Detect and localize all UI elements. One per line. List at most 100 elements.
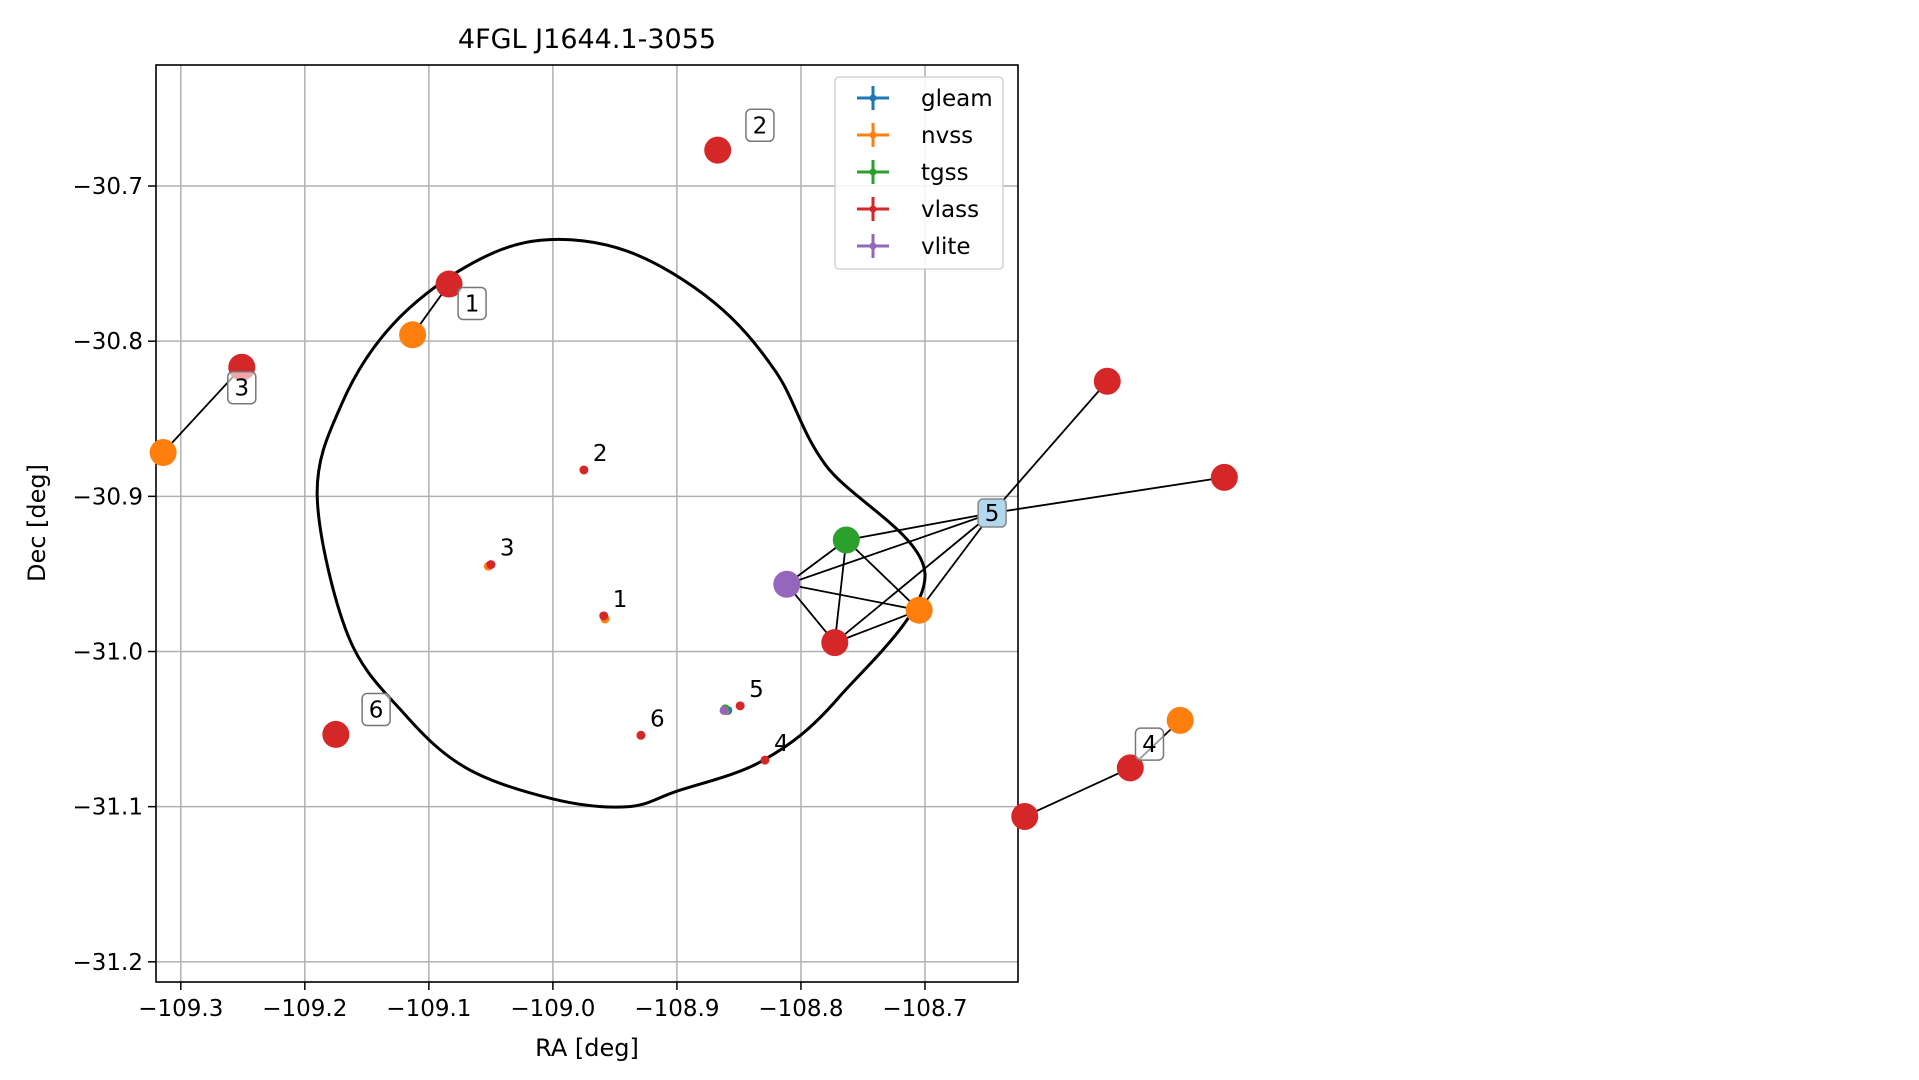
label-box <box>361 692 391 727</box>
point-vlass <box>486 560 496 570</box>
network-node <box>821 629 849 657</box>
error-ellipse-layer <box>315 237 927 809</box>
label-text: 2 <box>753 113 768 139</box>
point-vlass <box>636 730 646 740</box>
network-nodes <box>149 136 1238 830</box>
x-tick-label: −109.1 <box>386 996 471 1022</box>
point-annotation: 2 <box>593 441 608 467</box>
label-box <box>745 108 775 143</box>
network-node <box>1166 706 1194 734</box>
network-node <box>832 526 860 554</box>
network-node <box>773 570 801 598</box>
network-group-label: 1 <box>457 286 487 321</box>
point-vlass <box>735 701 745 711</box>
y-tick-label: −31.1 <box>73 795 143 821</box>
label-text: 3 <box>234 376 249 402</box>
legend-label: vlass <box>921 197 979 223</box>
x-axis-ticks: −109.3 −109.2 −109.1 −109.0 −108.9 −108.8 −108… <box>138 982 968 1022</box>
x-tick-label: −108.7 <box>882 996 967 1022</box>
legend-entry-vlite: vlite <box>857 234 971 260</box>
legend-marker-dot <box>869 242 877 250</box>
label-box <box>457 286 487 321</box>
network-edge <box>834 609 920 644</box>
network-group-label: 2 <box>745 108 775 143</box>
y-tick-label: −30.7 <box>73 174 143 200</box>
x-tick-label: −108.9 <box>634 996 719 1022</box>
point-annotation: 6 <box>650 706 665 732</box>
label-box <box>227 370 257 405</box>
y-axis-ticks: −30.7 −30.8 −30.9 −31.0 −31.1 −31.2 <box>73 174 156 976</box>
label-box <box>1134 727 1165 761</box>
network-labels: 5 1 2 3 4 6 <box>227 108 1165 761</box>
network-node <box>1093 367 1121 395</box>
point-vlass <box>579 465 589 475</box>
x-tick-label: −109.2 <box>262 996 347 1022</box>
point-annotation: 3 <box>500 536 515 562</box>
network-node <box>1116 754 1144 782</box>
network-edge <box>846 512 993 541</box>
x-tick-label: −109.0 <box>510 996 595 1022</box>
network-node <box>704 136 732 164</box>
y-tick-label: −30.9 <box>73 484 143 510</box>
network-node <box>435 270 463 298</box>
y-tick-label: −31.2 <box>73 950 143 976</box>
legend-label: gleam <box>921 86 993 112</box>
point-annotation: 5 <box>749 677 764 703</box>
point-annotation: 4 <box>774 731 789 757</box>
network-node <box>149 439 177 467</box>
points-layer <box>483 465 770 765</box>
network-group-label: 3 <box>227 370 257 405</box>
error-ellipse <box>315 237 927 809</box>
legend-entry-tgss: tgss <box>857 160 969 186</box>
network-edge <box>786 512 993 586</box>
point-vlass <box>599 611 609 621</box>
label-text: 4 <box>1142 732 1157 758</box>
network-node <box>1011 802 1039 830</box>
legend-entry-nvss: nvss <box>857 123 973 149</box>
network-edges <box>162 283 1225 818</box>
network-edge <box>786 583 920 612</box>
x-tick-label: −109.3 <box>138 996 223 1022</box>
legend-label: nvss <box>921 123 973 149</box>
grid <box>156 65 1018 982</box>
network-edge <box>845 539 920 611</box>
network-group-label: 6 <box>361 692 391 727</box>
legend-entry-vlass: vlass <box>857 197 979 223</box>
network-edge <box>991 380 1108 514</box>
y-tick-label: −31.0 <box>73 640 143 666</box>
network-group-label: 4 <box>1134 727 1165 761</box>
network-node <box>1210 463 1238 491</box>
network-node-label: 5 <box>985 501 1000 527</box>
network-node <box>399 321 427 349</box>
label-text: 6 <box>369 698 384 724</box>
network-node <box>322 720 350 748</box>
legend-marker-dot <box>869 131 877 139</box>
x-tick-label: −108.8 <box>758 996 843 1022</box>
y-axis-label: Dec [deg] <box>23 464 51 582</box>
plot-frame <box>155 64 1019 983</box>
legend-label: tgss <box>921 160 969 186</box>
point-vlite <box>719 705 729 715</box>
network-edge <box>991 476 1225 514</box>
chart-title: 4FGL J1644.1-3055 <box>458 24 716 55</box>
network-edge <box>1024 767 1131 818</box>
label-text: 1 <box>465 291 480 317</box>
network-node <box>905 596 933 624</box>
network-edge <box>918 512 993 611</box>
point-annotation: 1 <box>613 587 628 613</box>
legend: gleam nvss tgss vlass vlite <box>834 76 1004 270</box>
match-network: 5 1 2 3 4 6 <box>149 108 1238 830</box>
legend-marker-dot <box>869 168 877 176</box>
network-edge <box>834 512 993 644</box>
legend-frame <box>834 76 1004 270</box>
x-axis-label: RA [deg] <box>535 1034 639 1062</box>
legend-marker-dot <box>869 205 877 213</box>
network-node-square <box>977 498 1007 528</box>
legend-marker-dot <box>869 94 877 102</box>
legend-entry-gleam: gleam <box>857 86 993 112</box>
legend-label: vlite <box>921 234 971 260</box>
network-edge <box>833 539 848 643</box>
y-tick-label: −30.8 <box>73 329 143 355</box>
